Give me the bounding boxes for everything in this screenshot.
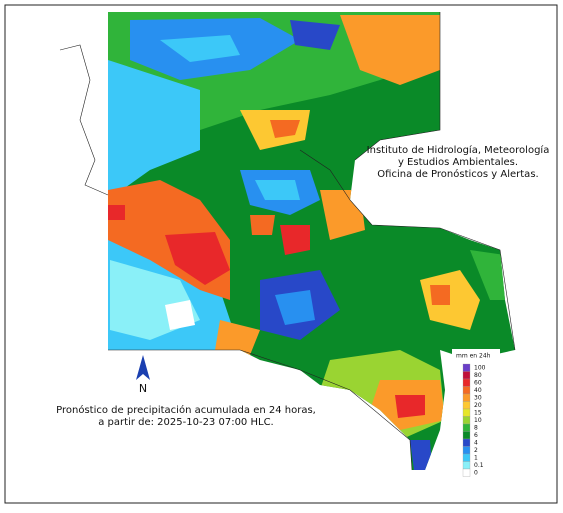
legend-title: mm en 24h	[456, 353, 491, 360]
legend-label: 2	[474, 447, 478, 454]
legend-label: 4	[474, 439, 478, 446]
legend-label: 40	[474, 387, 482, 394]
institution: Instituto de Hidrología, Meteorología y …	[367, 144, 550, 180]
legend-box	[452, 349, 500, 481]
frame	[4, 4, 558, 504]
legend-swatch	[462, 401, 471, 410]
legend-label: 30	[474, 394, 482, 401]
caption-line: Pronóstico de precipitación acumulada en…	[56, 404, 316, 416]
institution-line: y Estudios Ambientales.	[398, 157, 518, 168]
caption-line: a partir de: 2025-10-23 07:00 HLC.	[98, 417, 273, 428]
legend-label: 80	[474, 372, 482, 379]
legend-swatch	[462, 416, 471, 425]
legend-swatch	[462, 363, 471, 372]
legend-swatch	[462, 431, 471, 440]
legend-swatch	[462, 393, 471, 402]
legend-swatch	[462, 468, 471, 477]
legend-label: 100	[474, 364, 486, 371]
legend-label: 20	[474, 402, 482, 409]
legend-label: 15	[474, 409, 482, 416]
north-label: N	[139, 382, 147, 395]
borders	[59, 12, 516, 471]
legend-swatch	[462, 386, 471, 395]
legend-label: 0	[474, 469, 478, 476]
legend-label: 6	[474, 432, 478, 439]
legend-swatch	[462, 438, 471, 447]
legend-swatch	[462, 453, 471, 462]
legend-swatch	[462, 408, 471, 417]
north-arrow: N	[136, 355, 150, 395]
legend-swatch	[462, 446, 471, 455]
legend-swatch	[462, 371, 471, 380]
legend-label: 8	[474, 424, 478, 431]
legend-label: 1	[474, 454, 478, 461]
legend-label: 0.1	[474, 462, 484, 469]
legend-swatch	[462, 378, 471, 387]
institution-line: Instituto de Hidrología, Meteorología	[367, 144, 550, 156]
legend-swatch	[462, 461, 471, 470]
north-arrow-icon	[136, 355, 150, 380]
legend-label: 60	[474, 379, 482, 386]
caption: Pronóstico de precipitación acumulada en…	[56, 404, 316, 428]
legend-swatch	[462, 423, 471, 432]
legend-label: 10	[474, 417, 482, 424]
institution-line: Oficina de Pronósticos y Alertas.	[377, 168, 538, 180]
